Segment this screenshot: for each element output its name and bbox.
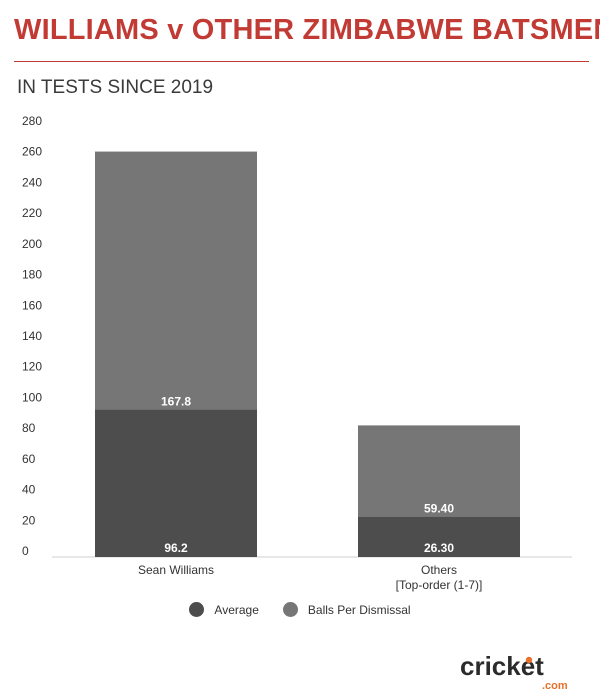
data-label-balls-per-dismissal-2: 59.40 [424, 502, 454, 516]
y-tick-label-280: 280 [22, 114, 42, 128]
x-category-label-2: Others [421, 563, 457, 577]
cricket-com-logo: cricket .com [460, 651, 568, 692]
data-label-average-2: 26.30 [424, 541, 454, 555]
y-tick-label-120: 120 [22, 360, 42, 374]
y-tick-label-40: 40 [22, 483, 36, 497]
y-tick-label-220: 220 [22, 206, 42, 220]
chart-subtitle: IN TESTS SINCE 2019 [17, 77, 214, 98]
y-tick-label-140: 140 [22, 329, 42, 343]
y-tick-label-0: 0 [22, 544, 29, 558]
bar-balls-per-dismissal-1 [95, 151, 257, 410]
y-tick-label-80: 80 [22, 421, 36, 435]
y-tick-label-200: 200 [22, 237, 42, 251]
logo-ball-icon [525, 656, 533, 664]
y-tick-label-260: 260 [22, 145, 42, 159]
chart-title: WILLIAMS v OTHER ZIMBABWE BATSMEN [14, 14, 600, 46]
bar-average-2 [358, 516, 520, 557]
legend-label-average: Average [214, 602, 259, 617]
legend-swatch-balls-per-dismissal [282, 602, 298, 617]
y-tick-label-60: 60 [22, 452, 36, 466]
y-tick-label-160: 160 [22, 298, 42, 312]
bar-average-1 [95, 409, 257, 557]
legend-swatch-average [189, 602, 205, 617]
y-tick-label-180: 180 [22, 268, 42, 282]
y-tick-label-240: 240 [22, 175, 42, 189]
legend-label-balls-per-dismissal: Balls Per Dismissal [307, 602, 411, 617]
x-category-label-1: Sean Williams [138, 563, 214, 577]
logo-wordmark: cricket [460, 651, 544, 681]
legend-item-balls-per-dismissal: Balls Per Dismissal [282, 602, 411, 617]
chart-legend: Average Balls Per Dismissal [0, 602, 600, 617]
logo-domain: .com [542, 680, 568, 692]
title-divider [14, 61, 589, 62]
x-category-sublabel-2: [Top-order (1-7)] [396, 578, 483, 592]
y-tick-label-20: 20 [22, 513, 36, 527]
data-label-average-1: 96.2 [164, 541, 188, 555]
y-tick-label-100: 100 [22, 390, 42, 404]
data-label-balls-per-dismissal-1: 167.8 [161, 394, 191, 408]
legend-item-average: Average [189, 602, 259, 617]
bar-balls-per-dismissal-2 [358, 425, 520, 517]
